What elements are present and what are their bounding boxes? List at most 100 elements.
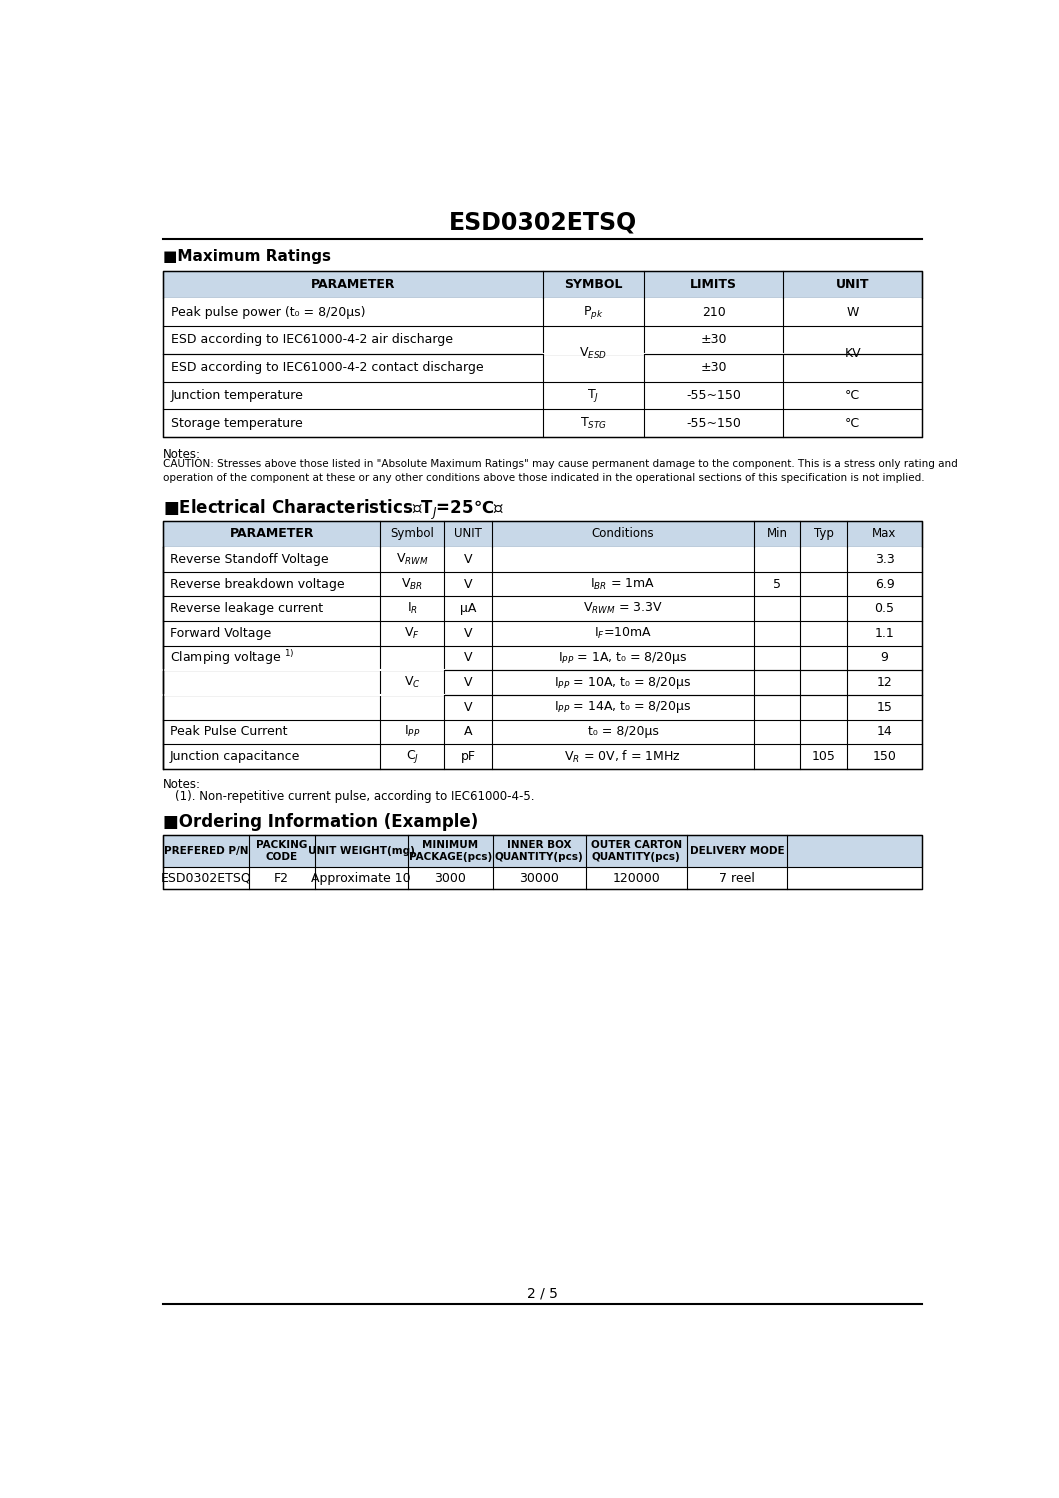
Bar [163, 521, 922, 768]
Bar [163, 670, 922, 695]
Text: ±30: ±30 [700, 361, 726, 374]
Text: Junction temperature: Junction temperature [172, 389, 304, 401]
Text: 15: 15 [877, 701, 893, 713]
Text: 120000: 120000 [612, 872, 660, 885]
Bar [163, 745, 922, 768]
Text: SYMBOL: SYMBOL [564, 279, 623, 291]
Text: 210: 210 [702, 306, 725, 319]
Bar [163, 596, 922, 622]
Text: UNIT: UNIT [454, 527, 482, 541]
Text: INNER BOX: INNER BOX [507, 840, 572, 849]
Text: ■Electrical Characteristics（T$_J$=25℃）: ■Electrical Characteristics（T$_J$=25℃） [163, 497, 504, 521]
Text: Junction capacitance: Junction capacitance [169, 750, 300, 762]
Text: Conditions: Conditions [592, 527, 654, 541]
Text: Reverse leakage current: Reverse leakage current [169, 602, 323, 616]
Text: Symbol: Symbol [390, 527, 434, 541]
Text: ESD according to IEC61000-4-2 air discharge: ESD according to IEC61000-4-2 air discha… [172, 334, 453, 346]
Bar [163, 834, 922, 888]
Text: operation of the component at these or any other conditions above those indicate: operation of the component at these or a… [163, 473, 925, 484]
Text: ■Ordering Information (Example): ■Ordering Information (Example) [163, 813, 479, 831]
Text: V: V [464, 553, 472, 566]
Text: I$_R$: I$_R$ [407, 601, 417, 616]
Text: PARAMETER: PARAMETER [230, 527, 315, 541]
Text: V$_{RWM}$ = 3.3V: V$_{RWM}$ = 3.3V [584, 601, 663, 616]
Text: 12: 12 [877, 676, 893, 689]
Text: Max: Max [873, 527, 897, 541]
Text: 30000: 30000 [519, 872, 559, 885]
Text: C$_J$: C$_J$ [406, 748, 418, 765]
Text: Storage temperature: Storage temperature [172, 416, 303, 430]
Text: 9: 9 [881, 652, 889, 665]
Bar [163, 271, 922, 298]
Text: I$_{BR}$ = 1mA: I$_{BR}$ = 1mA [590, 577, 656, 592]
Text: 6.9: 6.9 [875, 578, 895, 590]
Bar [163, 646, 922, 670]
Text: KV: KV [844, 348, 861, 361]
Text: V: V [464, 578, 472, 590]
Bar [163, 382, 922, 409]
Text: 7 reel: 7 reel [719, 872, 755, 885]
Bar [163, 298, 922, 327]
Text: V$_{ESD}$: V$_{ESD}$ [579, 346, 608, 361]
Text: UNIT WEIGHT(mg): UNIT WEIGHT(mg) [307, 846, 414, 857]
Text: 2 / 5: 2 / 5 [527, 1287, 558, 1300]
Text: 105: 105 [812, 750, 836, 762]
Text: PACKAGE(pcs): PACKAGE(pcs) [409, 852, 491, 863]
Text: I$_{PP}$ = 14A, t₀ = 8/20μs: I$_{PP}$ = 14A, t₀ = 8/20μs [554, 700, 692, 715]
Bar [163, 547, 922, 572]
Bar [163, 521, 922, 547]
Text: 150: 150 [873, 750, 897, 762]
Text: t₀ = 8/20μs: t₀ = 8/20μs [588, 725, 659, 739]
Text: W: W [846, 306, 859, 319]
Text: Typ: Typ [813, 527, 833, 541]
Text: Reverse Standoff Voltage: Reverse Standoff Voltage [169, 553, 328, 566]
Text: CAUTION: Stresses above those listed in "Absolute Maximum Ratings" may cause per: CAUTION: Stresses above those listed in … [163, 460, 958, 469]
Text: 3.3: 3.3 [875, 553, 895, 566]
Bar [163, 572, 922, 596]
Text: F2: F2 [274, 872, 289, 885]
Text: OUTER CARTON: OUTER CARTON [591, 840, 682, 849]
Text: PACKING: PACKING [256, 840, 307, 849]
Text: Approximate 10: Approximate 10 [311, 872, 411, 885]
Text: pF: pF [461, 750, 475, 762]
Text: Notes:: Notes: [163, 448, 201, 461]
Text: Notes:: Notes: [163, 777, 201, 791]
Text: PREFERED P/N: PREFERED P/N [164, 846, 248, 857]
Text: Min: Min [767, 527, 788, 541]
Text: (1). Non-repetitive current pulse, according to IEC61000-4-5.: (1). Non-repetitive current pulse, accor… [175, 791, 535, 803]
Bar [163, 354, 922, 382]
Text: QUANTITY(pcs): QUANTITY(pcs) [592, 852, 681, 863]
Text: V: V [464, 626, 472, 640]
Text: T$_J$: T$_J$ [588, 386, 599, 404]
Bar [163, 409, 922, 437]
Text: P$_{pk}$: P$_{pk}$ [584, 304, 604, 321]
Text: °C: °C [845, 389, 860, 401]
Text: ESD according to IEC61000-4-2 contact discharge: ESD according to IEC61000-4-2 contact di… [172, 361, 484, 374]
Bar [163, 719, 922, 745]
Text: QUANTITY(pcs): QUANTITY(pcs) [495, 852, 584, 863]
Text: DELIVERY MODE: DELIVERY MODE [689, 846, 784, 857]
Text: -55~150: -55~150 [686, 389, 741, 401]
Text: V$_{RWM}$: V$_{RWM}$ [396, 551, 429, 566]
Text: V: V [464, 676, 472, 689]
Text: V: V [464, 701, 472, 713]
Text: I$_{PP}$ = 1A, t₀ = 8/20μs: I$_{PP}$ = 1A, t₀ = 8/20μs [558, 650, 687, 667]
Text: μA: μA [460, 602, 477, 616]
Text: MINIMUM: MINIMUM [423, 840, 479, 849]
Text: V: V [464, 652, 472, 665]
Text: A: A [464, 725, 472, 739]
Text: V$_{BR}$: V$_{BR}$ [401, 577, 424, 592]
Text: I$_{PP}$: I$_{PP}$ [403, 725, 420, 740]
Bar [163, 834, 922, 867]
Text: Peak Pulse Current: Peak Pulse Current [169, 725, 287, 739]
Text: 5: 5 [773, 578, 782, 590]
Text: 0.5: 0.5 [875, 602, 895, 616]
Text: -55~150: -55~150 [686, 416, 741, 430]
Text: I$_{PP}$ = 10A, t₀ = 8/20μs: I$_{PP}$ = 10A, t₀ = 8/20μs [554, 674, 692, 691]
Text: V$_C$: V$_C$ [403, 676, 420, 691]
Text: UNIT: UNIT [836, 279, 869, 291]
Text: 1.1: 1.1 [875, 626, 895, 640]
Text: 14: 14 [877, 725, 893, 739]
Text: T$_{STG}$: T$_{STG}$ [580, 415, 607, 430]
Text: Reverse breakdown voltage: Reverse breakdown voltage [169, 578, 344, 590]
